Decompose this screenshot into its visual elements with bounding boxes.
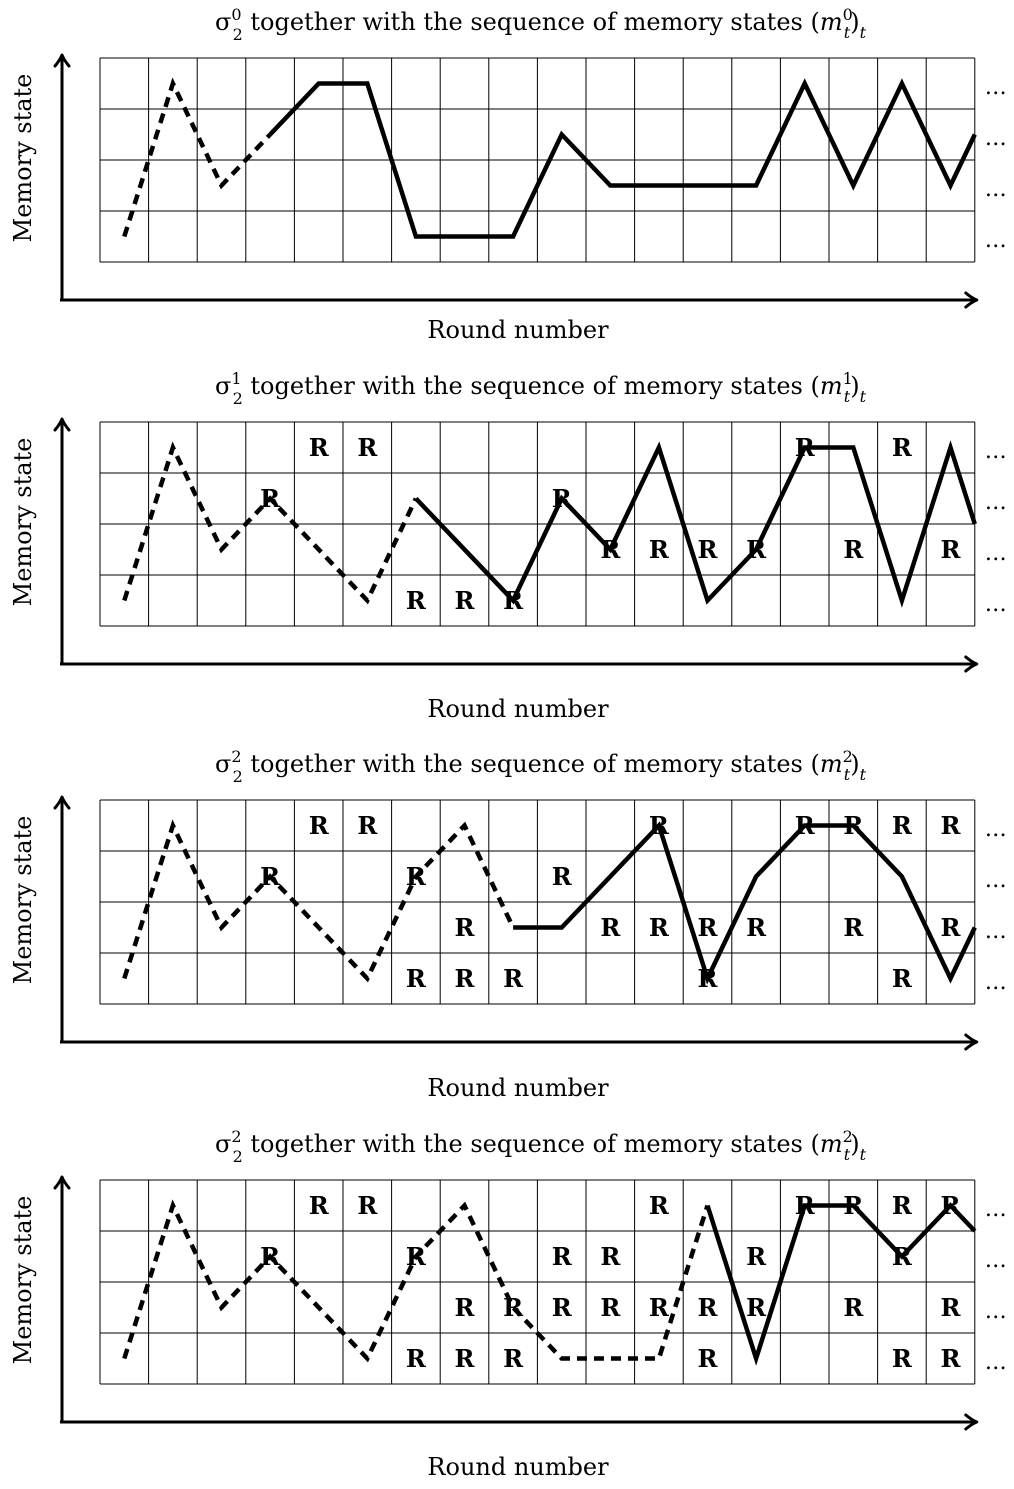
row-ellipsis: … [985,970,1007,995]
reset-marker: R [552,1293,573,1322]
grid [99,799,976,1005]
row-ellipsis: … [985,490,1007,515]
reset-marker: R [406,964,427,993]
reset-marker: R [843,535,864,564]
panel-1: σ0 2 together with the sequence of memory… [9,5,1007,344]
reset-marker: R [892,433,913,462]
reset-marker: R [552,862,573,891]
reset-marker: R [843,913,864,942]
row-ellipsis: … [985,541,1007,566]
y-axis-arrowhead [53,417,71,432]
reset-marker: R [941,811,962,840]
y-axis-label: Memory state [9,74,37,243]
x-axis-label: Round number [427,1453,609,1481]
row-ellipsis: … [985,1350,1007,1375]
row-ellipsis: … [985,1197,1007,1222]
reset-marker: R [941,913,962,942]
x-axis-arrowhead [964,1413,979,1431]
reset-marker: R [309,1191,330,1220]
grid [99,421,976,627]
reset-marker: R [357,433,378,462]
row-ellipsis: … [985,75,1007,100]
row-ellipsis: … [985,817,1007,842]
row-ellipsis: … [985,126,1007,151]
reset-marker: R [698,1344,719,1373]
reset-marker: R [892,964,913,993]
reset-marker: R [892,811,913,840]
reset-marker: R [941,1344,962,1373]
memory-path-solid [414,440,977,608]
panel-4: σ2 2 together with the sequence of memory… [9,1127,1007,1481]
row-ellipsis: … [985,439,1007,464]
memory-path-dashed [122,77,272,238]
panel-2: σ1 2 together with the sequence of memory… [9,369,1007,723]
reset-marker: R [503,964,524,993]
panel-3: σ2 2 together with the sequence of memory… [9,747,1007,1102]
x-axis-label: Round number [427,695,609,723]
reset-marker: R [698,913,719,942]
memory-path-solid [268,78,977,239]
reset-marker: R [649,1293,670,1322]
reset-marker: R [357,1191,378,1220]
panel-title: σ2 2 together with the sequence of memory… [215,747,867,786]
reset-marker: R [552,1242,573,1271]
reset-marker: R [746,913,767,942]
reset-marker: R [503,1344,524,1373]
y-axis-label: Memory state [9,816,37,985]
reset-marker: R [455,913,476,942]
panel-title: σ2 2 together with the sequence of memory… [215,1127,867,1166]
reset-marker: R [892,1344,913,1373]
reset-marker: R [406,586,427,615]
y-axis-arrowhead [53,53,71,68]
reset-marker: R [600,1293,621,1322]
y-axis-arrowhead [53,795,71,810]
reset-marker: R [455,586,476,615]
panel-title: σ1 2 together with the sequence of memory… [215,369,867,408]
row-ellipsis: … [985,919,1007,944]
reset-marker: R [746,1293,767,1322]
reset-marker: R [746,1242,767,1271]
reset-marker: R [941,535,962,564]
row-ellipsis: … [985,177,1007,202]
x-axis-arrowhead [964,655,979,673]
row-ellipsis: … [985,1299,1007,1324]
reset-marker: R [309,811,330,840]
x-axis-label: Round number [427,1074,609,1102]
reset-marker: R [455,964,476,993]
reset-marker: R [357,811,378,840]
x-axis-arrowhead [964,1033,979,1051]
y-axis-label: Memory state [9,1196,37,1365]
reset-marker: R [941,1293,962,1322]
memory-path-solid [705,1202,977,1366]
x-axis-label: Round number [427,316,609,344]
reset-marker: R [698,535,719,564]
reset-marker: R [649,535,670,564]
row-ellipsis: … [985,592,1007,617]
reset-marker: R [600,913,621,942]
grid [99,57,976,263]
reset-marker: R [649,913,670,942]
row-ellipsis: … [985,868,1007,893]
reset-marker: R [649,1191,670,1220]
reset-marker: R [455,1344,476,1373]
memory-path-dashed [122,819,516,983]
memory-path-solid [513,821,977,985]
reset-marker: R [698,1293,719,1322]
row-ellipsis: … [985,228,1007,253]
memory-path-dashed [122,1199,710,1363]
y-axis-arrowhead [53,1175,71,1190]
reset-marker: R [600,1242,621,1271]
reset-marker: R [843,1293,864,1322]
reset-marker: R [406,1344,427,1373]
x-axis-arrowhead [964,291,979,309]
panel-title: σ0 2 together with the sequence of memory… [215,5,867,44]
row-ellipsis: … [985,1248,1007,1273]
y-axis-label: Memory state [9,438,37,607]
reset-marker: R [309,433,330,462]
reset-marker: R [455,1293,476,1322]
memory-path-dashed [122,441,418,605]
reset-marker: R [892,1191,913,1220]
